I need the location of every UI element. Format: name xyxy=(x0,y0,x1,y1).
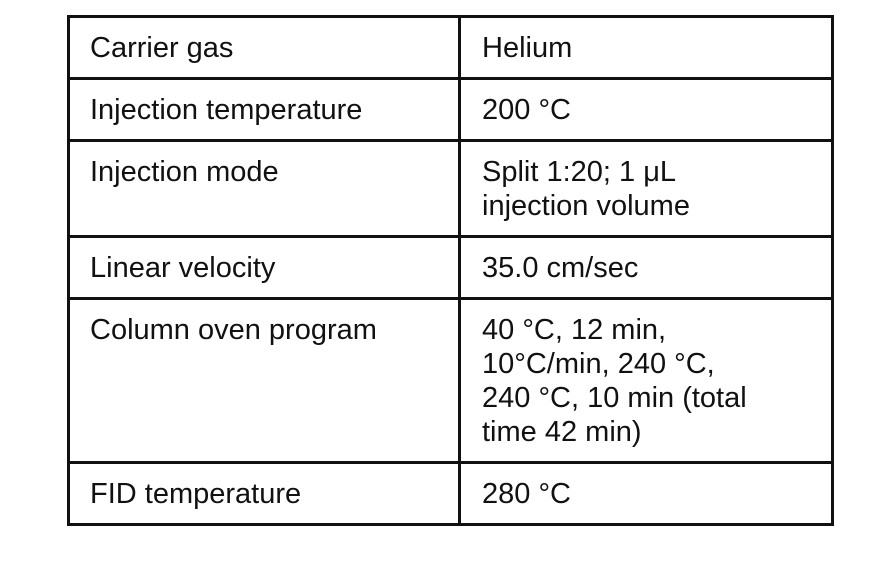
value-cell: 40 °C, 12 min, 10°C/min, 240 °C, 240 °C,… xyxy=(458,297,834,464)
value-cell: 35.0 cm/sec xyxy=(458,235,834,300)
parameter-cell: Injection temperature xyxy=(67,77,461,142)
value-cell: 280 °C xyxy=(458,461,834,526)
parameter-cell: FID temperature xyxy=(67,461,461,526)
parameter-cell: Column oven program xyxy=(67,297,461,464)
value-cell: Split 1:20; 1 μL injection volume xyxy=(458,139,834,238)
table-row: Linear velocity 35.0 cm/sec xyxy=(67,235,834,300)
table-row: Injection mode Split 1:20; 1 μL injectio… xyxy=(67,139,834,238)
parameter-cell: Injection mode xyxy=(67,139,461,238)
table-row: Injection temperature 200 °C xyxy=(67,77,834,142)
value-cell: Helium xyxy=(458,15,834,80)
table-row: Carrier gas Helium xyxy=(67,15,834,80)
value-cell: 200 °C xyxy=(458,77,834,142)
table-row: Column oven program 40 °C, 12 min, 10°C/… xyxy=(67,297,834,464)
parameter-cell: Linear velocity xyxy=(67,235,461,300)
parameter-cell: Carrier gas xyxy=(67,15,461,80)
table-row: FID temperature 280 °C xyxy=(67,461,834,526)
gc-parameters-table: Carrier gas Helium Injection temperature… xyxy=(67,15,834,526)
